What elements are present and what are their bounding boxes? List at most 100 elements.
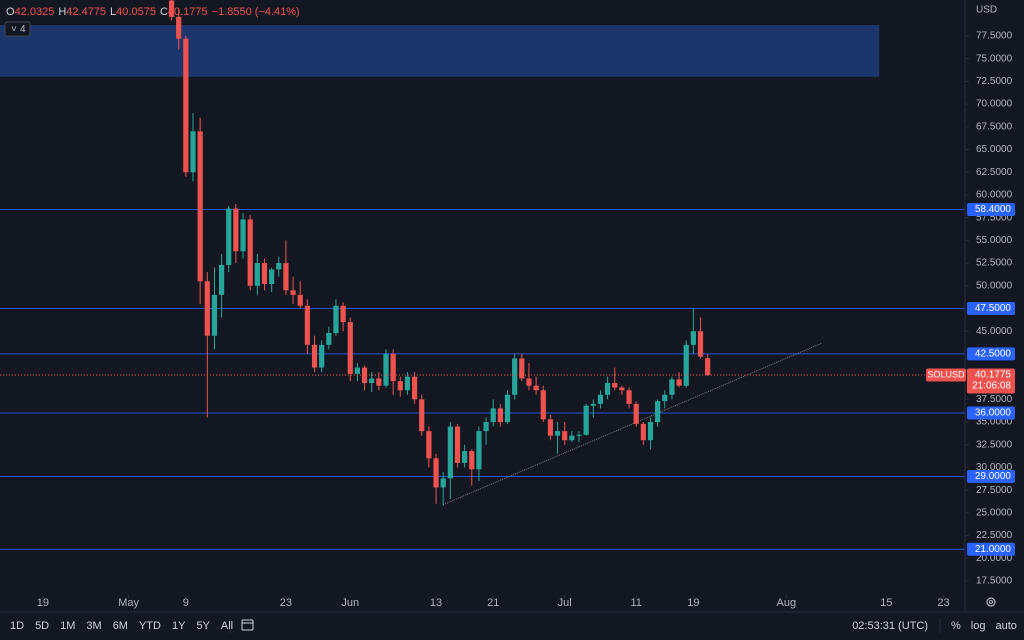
range-button[interactable]: 5Y [196, 620, 210, 632]
clock: 02:53:31 (UTC) [852, 620, 928, 632]
indicator-count: 4 [20, 24, 26, 35]
y-tick-label: 77.5000 [976, 31, 1013, 42]
y-tick-label: 65.0000 [976, 144, 1013, 155]
candle-body [333, 305, 339, 334]
candle-body [404, 376, 411, 391]
candle-body [697, 331, 704, 357]
ohlc-key: L [110, 6, 116, 18]
candle-body [397, 381, 403, 391]
range-button[interactable]: 5D [35, 620, 49, 632]
currency-label[interactable]: USD [976, 5, 997, 16]
range-button[interactable]: 1M [60, 620, 75, 632]
candle-body [254, 263, 260, 286]
x-tick-label: Jun [341, 597, 359, 609]
candle-body [454, 426, 461, 463]
candle-body [554, 431, 561, 436]
candle-body [612, 382, 618, 388]
candle-body [690, 331, 696, 345]
date-range-icon[interactable] [241, 619, 254, 631]
candle-body [183, 38, 189, 173]
candle-body [426, 431, 432, 459]
candle-body [211, 294, 218, 336]
candle-body [655, 401, 661, 423]
range-button[interactable]: YTD [139, 620, 161, 632]
x-tick-label: 9 [183, 597, 189, 609]
candle-body [304, 305, 310, 345]
y-tick-label: 75.0000 [976, 53, 1013, 64]
candle-body [526, 378, 532, 386]
y-tick-label: 20.0000 [976, 553, 1013, 564]
candle-body [705, 358, 711, 376]
candle-body [419, 399, 425, 432]
candle-body [233, 208, 239, 252]
y-tick-label: 67.5000 [976, 121, 1013, 132]
last-price-label: 40.1775 [975, 370, 1012, 381]
y-tick-label: 45.0000 [976, 326, 1013, 337]
y-tick-label: 32.5000 [976, 439, 1013, 450]
candle-body [433, 458, 439, 488]
range-button[interactable]: 3M [86, 620, 101, 632]
candle-body [218, 264, 225, 295]
symbol-label: SOLUSD [927, 369, 965, 379]
candle-body [512, 358, 518, 395]
candle-body [390, 353, 396, 382]
candle-body [376, 378, 382, 386]
candle-body [476, 431, 482, 470]
candle-body [590, 403, 596, 406]
y-tick-label: 62.5000 [976, 167, 1013, 178]
candle-body [340, 305, 346, 323]
candle-body [562, 431, 568, 441]
x-tick-label: 13 [430, 597, 442, 609]
candle-body [619, 387, 625, 391]
candle-body [361, 367, 368, 383]
range-button[interactable]: All [221, 620, 233, 632]
x-tick-label: 21 [487, 597, 499, 609]
candle-body [669, 379, 675, 395]
x-tick-label: 11 [630, 597, 641, 609]
axis-option[interactable]: auto [995, 620, 1016, 632]
x-tick-label: 15 [880, 597, 892, 609]
candle-body [190, 131, 196, 173]
candle-body [647, 422, 654, 441]
range-button[interactable]: 1Y [172, 620, 186, 632]
level-label-box [967, 542, 1015, 556]
candle-body [490, 408, 496, 423]
candle-body [583, 405, 589, 435]
indicator-toggle[interactable] [4, 21, 31, 37]
range-button[interactable]: 1D [10, 620, 24, 632]
trendline [442, 342, 823, 506]
level-label-box [967, 406, 1015, 420]
axis-option[interactable]: % [951, 620, 961, 632]
candle-body [504, 394, 511, 423]
candle-body [297, 294, 303, 306]
level-label-box [967, 202, 1015, 216]
level-label-box [967, 347, 1015, 361]
x-tick-label: 19 [687, 597, 699, 609]
y-tick-label: 57.5000 [976, 212, 1013, 223]
x-tick-label: May [118, 597, 139, 609]
candle-body [604, 382, 611, 395]
level-label: 36.0000 [975, 408, 1012, 419]
candle-body [633, 403, 639, 424]
level-label: 58.4000 [975, 204, 1012, 215]
last-price-box [967, 368, 1015, 394]
candle-body [469, 451, 475, 470]
settings-icon[interactable] [986, 597, 996, 607]
x-tick-label: 23 [280, 597, 292, 609]
candle-body [662, 394, 668, 402]
candle-body [640, 423, 646, 441]
range-button[interactable]: 6M [113, 620, 128, 632]
y-tick-label: 70.0000 [976, 99, 1013, 110]
y-tick-label: 30.0000 [976, 462, 1013, 473]
candle-body [197, 131, 203, 282]
candle-body [547, 419, 554, 436]
candle-body [497, 408, 503, 423]
candle-body [326, 333, 332, 345]
candle-body [204, 281, 210, 336]
axis-option[interactable]: log [971, 620, 986, 632]
candle-body [447, 426, 453, 479]
y-tick-label: 37.5000 [976, 394, 1013, 405]
y-tick-label: 22.5000 [976, 530, 1013, 541]
